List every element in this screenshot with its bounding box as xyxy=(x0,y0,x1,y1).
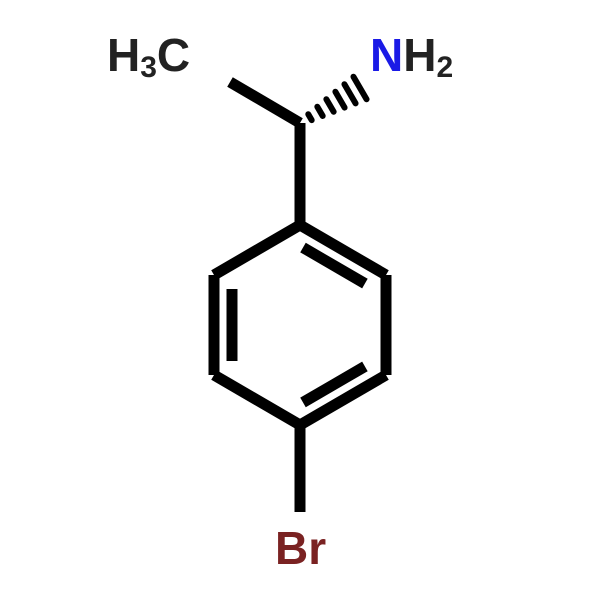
wedge-hash xyxy=(335,92,344,108)
wedge-hash xyxy=(326,99,333,112)
amine-label: NH2 xyxy=(370,29,453,84)
wedge-hash xyxy=(353,77,366,99)
ring-bond xyxy=(214,375,300,425)
ring-bond xyxy=(214,225,300,275)
molecule-diagram: H3C NH2 Br xyxy=(0,0,600,600)
wedge-hash xyxy=(308,114,311,120)
methyl-bond xyxy=(230,82,300,123)
bromine-label: Br xyxy=(275,522,326,574)
wedge-hash xyxy=(317,107,322,116)
methyl-label: H3C xyxy=(107,29,190,84)
wedge-hash xyxy=(344,84,355,103)
